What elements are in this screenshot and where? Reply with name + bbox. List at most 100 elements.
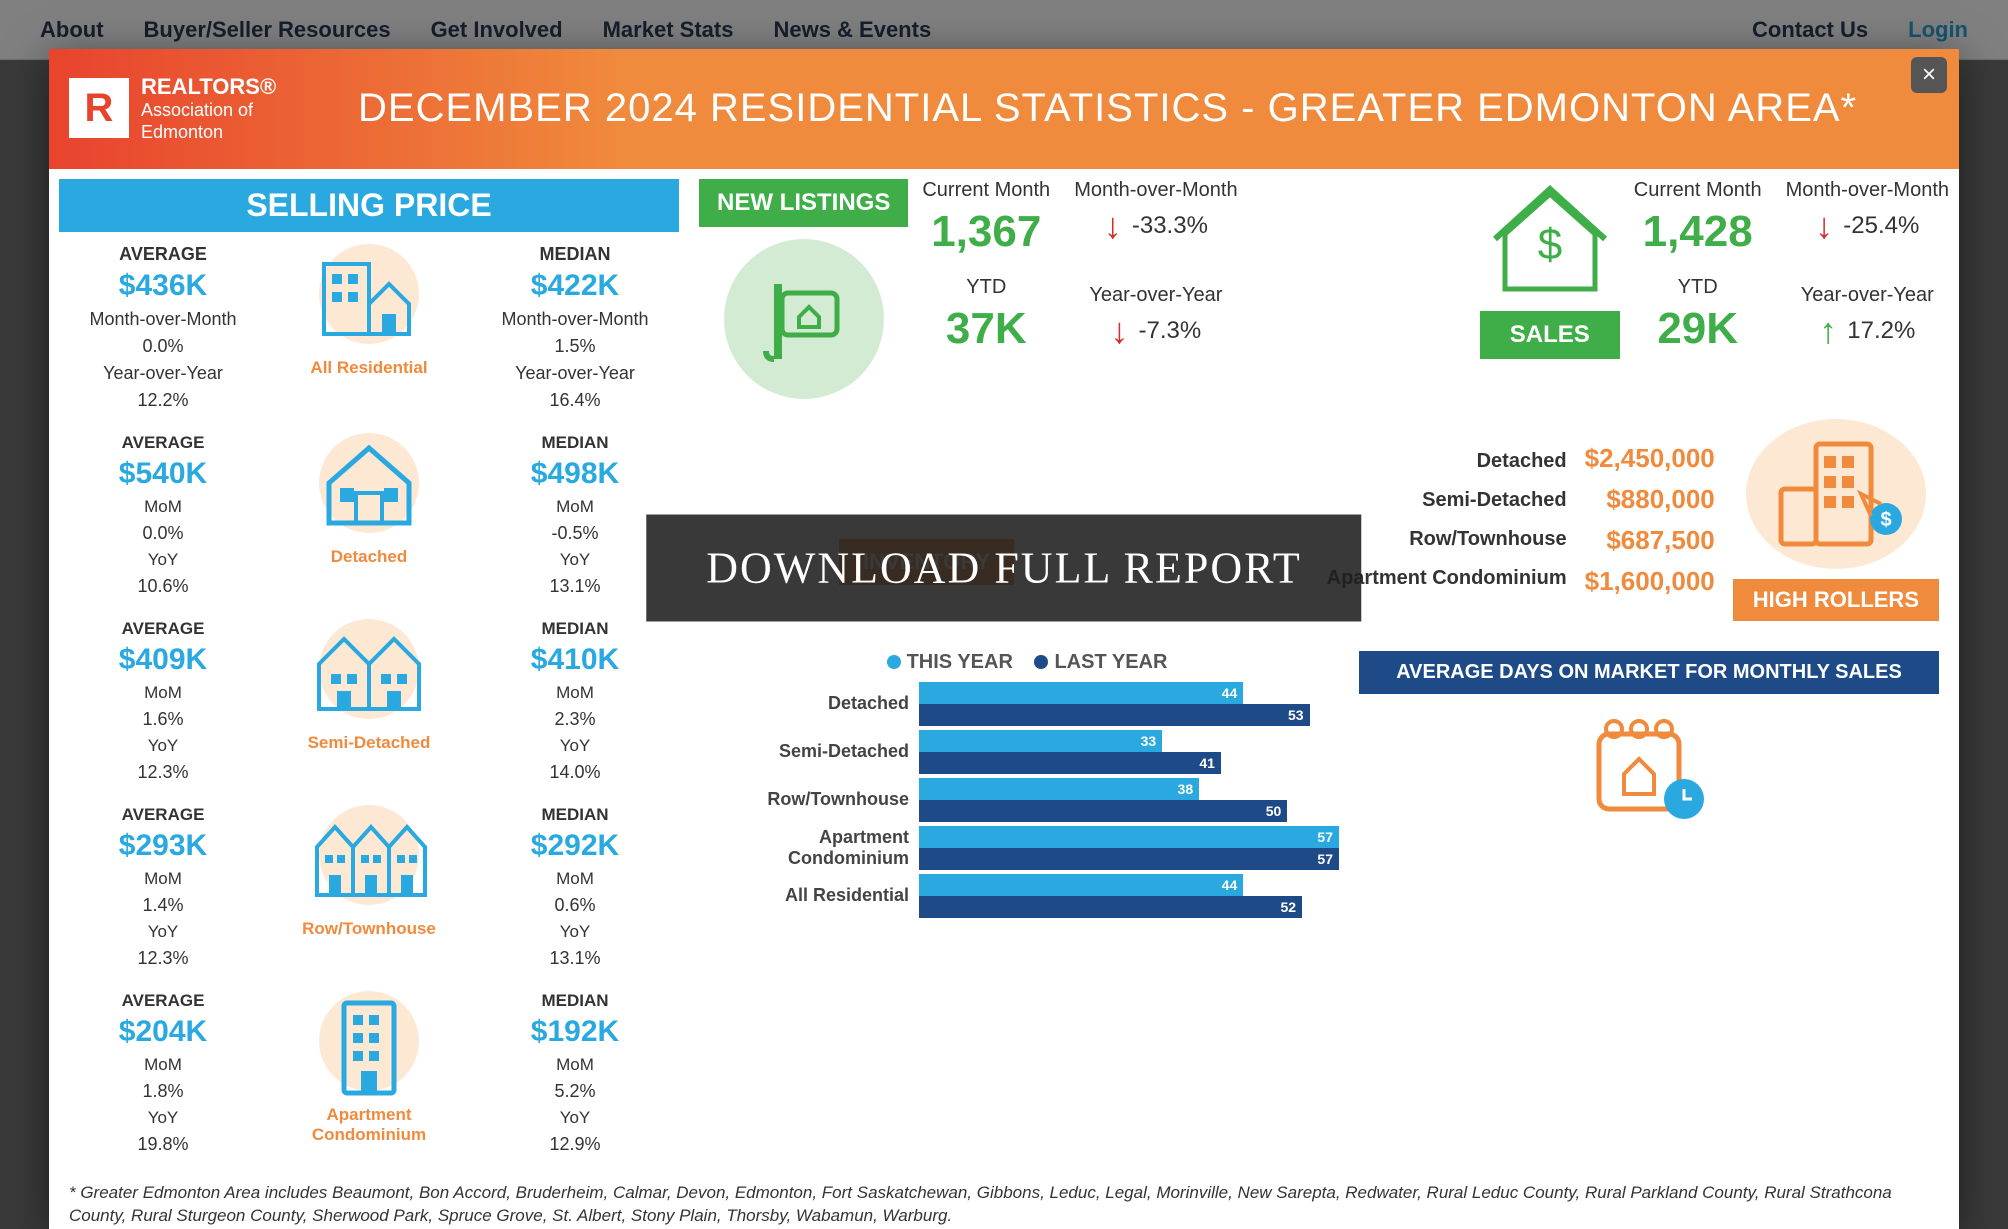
sales-cm-label: Current Month: [1634, 179, 1762, 202]
avg-value: $293K: [63, 829, 263, 863]
new-listings-block: NEW LISTINGS: [699, 179, 1460, 399]
avg-yoy-value: 12.2%: [63, 390, 263, 411]
med-value: $192K: [475, 1015, 675, 1049]
med-yoy-label: YoY: [475, 736, 675, 756]
download-full-report-button[interactable]: DOWNLOAD FULL REPORT: [646, 514, 1361, 621]
med-yoy-label: Year-over-Year: [475, 363, 675, 384]
avg-yoy-value: 12.3%: [63, 948, 263, 969]
med-mom-value: -0.5%: [475, 523, 675, 544]
median-side: MEDIAN $292K MoM 0.6% YoY 13.1%: [475, 805, 675, 975]
med-label: MEDIAN: [475, 433, 675, 453]
med-mom-value: 5.2%: [475, 1081, 675, 1102]
dom-category: Apartment Condominium: [699, 827, 919, 869]
avg-value: $540K: [63, 457, 263, 491]
med-yoy-label: YoY: [475, 922, 675, 942]
close-button[interactable]: ×: [1911, 57, 1947, 93]
dom-row: All Residential 44 52: [699, 874, 1339, 918]
arrow-down-icon: ↓: [1104, 208, 1122, 244]
med-mom-value: 1.5%: [475, 336, 675, 357]
dom-bar-last-year: 57: [919, 848, 1339, 870]
dom-bar-last-year: 41: [919, 752, 1221, 774]
dom-bar-last-year: 53: [919, 704, 1310, 726]
avg-label: AVERAGE: [63, 619, 263, 639]
type-label: Detached: [279, 547, 459, 567]
med-value: $292K: [475, 829, 675, 863]
dom-chart: THIS YEAR LAST YEAR Detached 44 53 Semi-…: [699, 651, 1339, 922]
roller-label: Semi-Detached: [1327, 489, 1567, 512]
dom-category: Row/Townhouse: [699, 789, 919, 810]
med-label: MEDIAN: [475, 244, 675, 265]
logo: R REALTORS® Association of Edmonton: [69, 74, 276, 144]
svg-text:$: $: [1880, 509, 1891, 531]
dom-legend: THIS YEAR LAST YEAR: [699, 651, 1339, 674]
avg-yoy-label: YoY: [63, 736, 263, 756]
dot-this-year-icon: [887, 655, 901, 669]
roller-label: Apartment Condominium: [1327, 567, 1567, 590]
dom-bar-this-year: 38: [919, 778, 1199, 800]
dom-bar-this-year: 44: [919, 874, 1243, 896]
type-label: Semi-Detached: [279, 733, 459, 753]
avg-yoy-value: 12.3%: [63, 762, 263, 783]
med-yoy-value: 13.1%: [475, 948, 675, 969]
sales-yoy-label: Year-over-Year: [1786, 284, 1949, 307]
median-side: MEDIAN $410K MoM 2.3% YoY 14.0%: [475, 619, 675, 789]
avg-side: AVERAGE $540K MoM 0.0% YoY 10.6%: [63, 433, 263, 603]
realtor-logo-icon: R: [69, 78, 129, 138]
avg-side: AVERAGE $293K MoM 1.4% YoY 12.3%: [63, 805, 263, 975]
avg-yoy-value: 10.6%: [63, 576, 263, 597]
med-mom-value: 2.3%: [475, 709, 675, 730]
med-mom-label: MoM: [475, 683, 675, 703]
nl-mom-label: Month-over-Month: [1074, 179, 1237, 202]
sales-ytd-label: YTD: [1634, 276, 1762, 299]
avg-mom-value: 1.4%: [63, 895, 263, 916]
type-icon-col: Apartment Condominium: [279, 991, 459, 1145]
org-line-2: Edmonton: [141, 122, 276, 144]
dom-row: Apartment Condominium 57 57: [699, 826, 1339, 870]
sales-block: $ SALES Current Month 1,428 YTD 29K: [1480, 179, 1949, 368]
detached-house-icon: [314, 433, 424, 533]
nl-mom-pct: -33.3%: [1132, 212, 1208, 240]
roller-value: $1,600,000: [1585, 566, 1715, 597]
type-icon-col: Semi-Detached: [279, 619, 459, 753]
median-side: MEDIAN $192K MoM 5.2% YoY 12.9%: [475, 991, 675, 1161]
high-rollers-badge: HIGH ROLLERS: [1733, 579, 1939, 621]
legend-last: LAST YEAR: [1054, 651, 1167, 673]
type-icon-col: All Residential: [279, 244, 459, 378]
med-value: $410K: [475, 643, 675, 677]
med-yoy-value: 14.0%: [475, 762, 675, 783]
arrow-up-icon: ↑: [1819, 313, 1837, 349]
avg-value: $204K: [63, 1015, 263, 1049]
townhouse-icon: [309, 805, 439, 905]
avg-mom-label: Month-over-Month: [63, 309, 263, 330]
med-yoy-value: 16.4%: [475, 390, 675, 411]
sales-badge: SALES: [1480, 311, 1620, 359]
med-mom-label: Month-over-Month: [475, 309, 675, 330]
arrow-down-icon: ↓: [1111, 313, 1129, 349]
roller-value: $2,450,000: [1585, 443, 1715, 474]
avg-mom-value: 1.6%: [63, 709, 263, 730]
dom-title: AVERAGE DAYS ON MARKET FOR MONTHLY SALES: [1359, 651, 1939, 694]
avg-value: $436K: [63, 269, 263, 303]
med-mom-label: MoM: [475, 1055, 675, 1075]
avg-label: AVERAGE: [63, 244, 263, 265]
med-mom-label: MoM: [475, 497, 675, 517]
sales-yoy-pct: 17.2%: [1847, 317, 1915, 345]
type-label: Row/Townhouse: [279, 919, 459, 939]
type-label: All Residential: [279, 358, 459, 378]
sales-house-icon: $: [1485, 179, 1615, 299]
med-yoy-label: YoY: [475, 1108, 675, 1128]
org-line-1: Association of: [141, 100, 276, 122]
median-side: MEDIAN $422K Month-over-Month 1.5% Year-…: [475, 244, 675, 417]
avg-mom-value: 1.8%: [63, 1081, 263, 1102]
nl-yoy-label: Year-over-Year: [1074, 284, 1237, 307]
med-label: MEDIAN: [475, 991, 675, 1011]
price-group-semi: AVERAGE $409K MoM 1.6% YoY 12.3% Semi-De…: [59, 607, 679, 793]
arrow-down-icon: ↓: [1815, 208, 1833, 244]
calendar-clock-icon: [1589, 714, 1709, 824]
roller-value: $880,000: [1585, 484, 1715, 515]
avg-label: AVERAGE: [63, 991, 263, 1011]
avg-yoy-value: 19.8%: [63, 1134, 263, 1155]
dom-category: Detached: [699, 693, 919, 714]
nl-cm-label: Current Month: [922, 179, 1050, 202]
semi-detached-icon: [309, 619, 429, 719]
